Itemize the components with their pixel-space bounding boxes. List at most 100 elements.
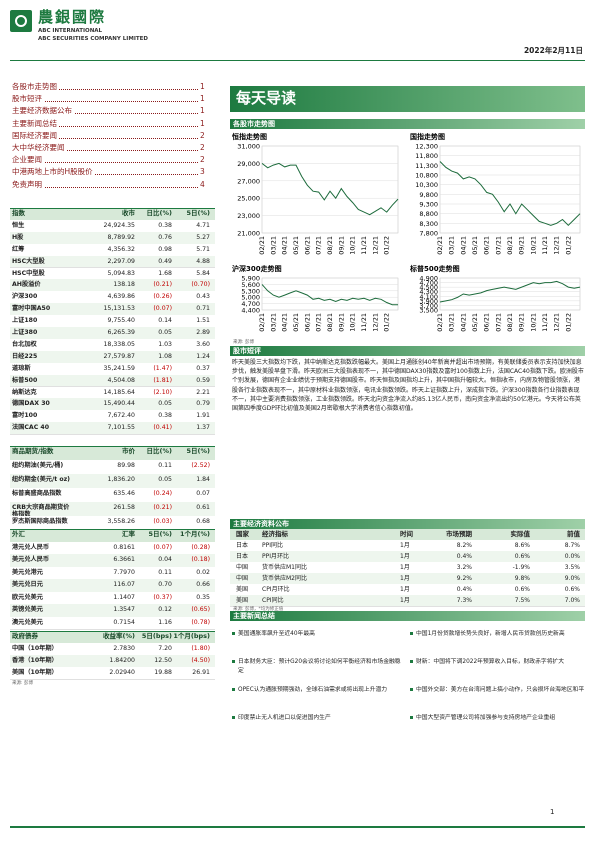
table-header-bg — [10, 446, 215, 461]
table-cell: 4,356.32 — [107, 245, 135, 253]
toc-leader — [14, 174, 200, 176]
table-cell: 0.05 — [158, 329, 172, 336]
table-cell: (0.21) — [153, 504, 172, 511]
table-cell: (1.80) — [191, 645, 210, 652]
table-cell: 上证380 — [12, 329, 38, 336]
x-tick-label: 02/21 — [436, 313, 444, 332]
table-cell: 0.66 — [196, 581, 210, 588]
table-cell: 7,101.55 — [107, 424, 135, 432]
table-cell: 7.5% — [514, 597, 530, 604]
table-cell: 1月 — [400, 586, 410, 593]
table-cell: 27,579.87 — [103, 352, 136, 360]
table-cell: 8,789.92 — [107, 233, 135, 241]
news-item: 财新：中国将下调2022年预算收入目标，财政赤字将扩大 — [416, 659, 565, 665]
toc-leader — [14, 113, 200, 115]
y-tick-label: 3,700 — [419, 302, 438, 310]
table-cell: 7,672.40 — [107, 412, 135, 420]
x-tick-label: 07/21 — [315, 313, 323, 332]
table-cell: 恒生 — [12, 221, 25, 229]
table-cell: (0.21) — [153, 281, 172, 289]
x-tick-label: 11/21 — [360, 313, 368, 332]
table-cell: 美元兑人民币 — [12, 556, 50, 563]
toc-title: 中港两地上市的H股股价 — [12, 167, 95, 177]
y-tick-label: 4,500 — [419, 284, 438, 292]
toc-page: 1 — [198, 82, 205, 91]
table-cell: 1月 — [400, 575, 410, 582]
y-tick-label: 4,700 — [241, 300, 260, 308]
x-tick-label: 08/21 — [506, 313, 514, 332]
table-header-cell: 5日(%) — [186, 209, 210, 217]
table-cell: 0.49 — [158, 257, 172, 265]
table-cell: 纽约期金(美元/t oz) — [12, 476, 71, 483]
y-tick-label: 3,500 — [419, 307, 438, 315]
toc-leader — [14, 150, 200, 151]
table-cell: 6,265.39 — [107, 329, 135, 336]
y-tick-label: 10,300 — [415, 181, 438, 189]
toc-leader — [14, 137, 200, 139]
table-cell: 道琼斯 — [12, 364, 31, 372]
table-cell: 9.2% — [456, 575, 472, 582]
table-header-cell: 政府债券 — [12, 632, 38, 640]
y-tick-label: 11,800 — [415, 152, 438, 160]
table-cell: 0.6% — [564, 586, 580, 593]
news-item: 印度禁止无人机进口以促进国内生产 — [238, 715, 331, 721]
table-cell: 英镑兑美元 — [12, 606, 43, 613]
x-tick-label: 07/21 — [315, 236, 323, 255]
table-cell: PPI同比 — [262, 542, 284, 549]
table-cell: 8.7% — [564, 542, 580, 549]
table-cell: (0.26) — [153, 293, 172, 301]
toc-title: 股市短评 — [12, 94, 44, 104]
table-cell: CPI同比 — [262, 597, 284, 604]
table-cell: H股 — [12, 233, 24, 241]
table-cell: 1.68 — [158, 269, 172, 277]
table-cell: CRB大宗商品期货价格指数 — [12, 504, 70, 519]
news-bullet — [410, 632, 413, 635]
table-cell: 0.05 — [158, 476, 172, 483]
y-tick-label: 4,300 — [419, 288, 438, 296]
toc-leader — [14, 162, 200, 164]
table-cell: (0.78) — [191, 618, 210, 626]
table-cell: 7.20 — [158, 645, 172, 652]
table-cell: 上证180 — [12, 317, 38, 325]
page-number: 1 — [550, 808, 555, 816]
table-cell: 35,241.59 — [103, 364, 136, 372]
x-tick-label: 01/22 — [383, 236, 391, 255]
toc-title: 大中华经济要闻 — [12, 143, 67, 152]
table-header-cell: 5日(%) — [148, 530, 172, 538]
y-tick-label: 9,300 — [419, 201, 438, 209]
table-header-bg — [10, 208, 215, 221]
table-header-cell: 1个月(%) — [180, 530, 210, 538]
x-tick-label: 03/21 — [448, 313, 456, 332]
table-cell: 2.21 — [196, 388, 210, 396]
table-cell: 美元兑日元 — [12, 581, 43, 588]
x-tick-label: 02/21 — [258, 236, 266, 255]
table-cell: 0.07 — [196, 490, 210, 497]
table-cell: 香港（10年期） — [12, 657, 58, 664]
x-tick-label: 09/21 — [337, 236, 345, 255]
table-cell: 6.3661 — [113, 556, 135, 563]
table-cell: 7.3% — [456, 597, 472, 604]
table-cell: 4.88 — [196, 257, 210, 265]
toc-page: 2 — [198, 155, 205, 165]
report-date: 2022年2月11日 — [523, 46, 583, 55]
chart-title: 标普500走势图 — [409, 264, 460, 273]
news-item: 日本财务大臣：预计G20会议将讨论如何平衡经济和市场金融稳定 — [238, 659, 401, 674]
table-cell: 24,924.35 — [103, 221, 136, 229]
y-tick-label: 25,000 — [237, 195, 260, 203]
news-bullet — [232, 716, 235, 719]
table-cell: AH股溢价 — [12, 281, 41, 289]
table-header-cell: 收市 — [122, 209, 135, 217]
x-tick-label: 05/21 — [471, 313, 479, 332]
table-cell: 0.12 — [158, 606, 172, 613]
table-cell: 0.59 — [196, 376, 210, 384]
table-cell: 1.84200 — [109, 657, 135, 664]
y-tick-label: 21,000 — [237, 230, 260, 238]
y-tick-label: 9,800 — [419, 191, 438, 199]
table-cell: 法国CAC 40 — [12, 424, 50, 432]
section-title: 各股市走势图 — [233, 120, 275, 128]
table-cell: 89.98 — [117, 462, 135, 469]
x-tick-label: 07/21 — [494, 313, 502, 332]
table-header-cell: 前值 — [567, 530, 580, 538]
table-cell: 0.43 — [196, 293, 210, 301]
